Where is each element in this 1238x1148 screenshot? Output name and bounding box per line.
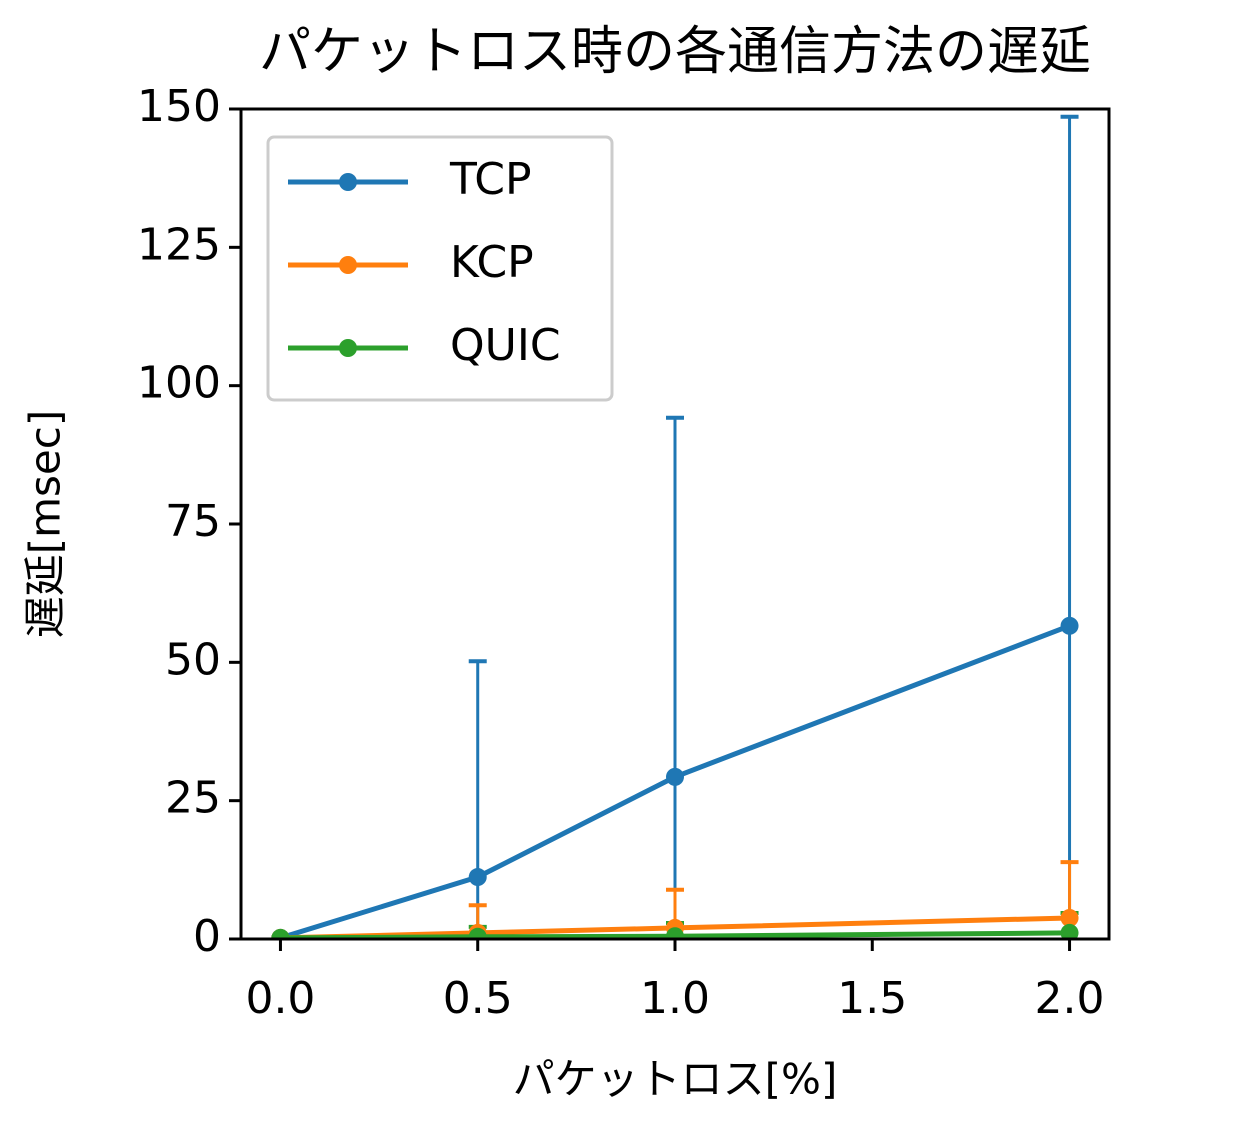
marker — [666, 927, 684, 939]
legend-box — [266, 135, 614, 402]
marker — [468, 927, 487, 939]
y-tick-label: 0 — [193, 911, 221, 962]
marker — [1060, 616, 1079, 635]
marker — [271, 928, 290, 939]
legend-label: TCP — [449, 154, 532, 205]
x-axis-label: パケットロス[%] — [513, 1055, 838, 1104]
x-tick-label: 1.5 — [837, 973, 907, 1024]
y-tick-label: 125 — [137, 219, 221, 270]
series-line — [279, 623, 1071, 939]
legend-label: KCP — [450, 237, 534, 288]
marker — [1060, 908, 1079, 927]
x-tick-label: 2.0 — [1035, 973, 1105, 1024]
legend-marker — [339, 256, 357, 274]
y-axis-label: 遅延[msec] — [21, 410, 70, 639]
legend-label: QUIC — [450, 320, 561, 371]
y-tick-label: 75 — [165, 496, 221, 547]
y-tick-label: 150 — [137, 81, 221, 132]
chart-title: パケットロス時の各通信方法の遅延 — [259, 22, 1091, 82]
y-tick-label: 100 — [137, 358, 221, 409]
marker — [468, 868, 487, 887]
x-tick-label: 1.0 — [640, 973, 710, 1024]
x-tick-label: 0.0 — [245, 973, 315, 1024]
marker — [666, 767, 684, 786]
legend-marker — [339, 173, 357, 191]
plot-frame — [239, 107, 1111, 941]
x-tick-label: 0.5 — [443, 973, 513, 1024]
y-tick-label: 50 — [165, 634, 221, 685]
marker — [1060, 923, 1079, 939]
y-tick-label: 25 — [165, 773, 221, 824]
series-line — [280, 930, 1070, 939]
legend-marker — [339, 339, 357, 357]
